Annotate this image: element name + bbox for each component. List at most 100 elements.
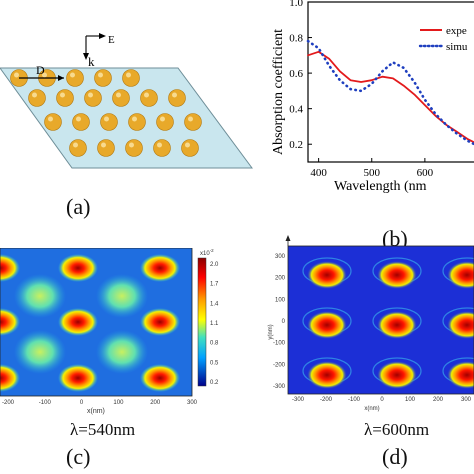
nanoparticle-highlight (185, 142, 190, 148)
nanoparticle-highlight (188, 116, 193, 122)
nanoparticle (140, 89, 158, 107)
hot-spot (58, 308, 98, 336)
spacing-arrow-head (58, 75, 64, 81)
colorbar (197, 257, 207, 387)
x-tick-label: 0 (80, 400, 84, 406)
nanoparticle-highlight (88, 92, 93, 98)
colorbar-tick-label: 1.4 (210, 301, 219, 307)
nanoparticle-highlight (76, 116, 81, 122)
spacing-label: D (36, 63, 45, 77)
nanoparticle (100, 113, 118, 131)
nanoparticle-highlight (172, 92, 177, 98)
legend: expe simu (418, 25, 468, 53)
x-axis-label-d: x(nm) (364, 406, 379, 412)
x-ticks: -300 -200 -100 0 100 200 300 (292, 397, 472, 403)
x-tick-label: -100 (39, 400, 52, 406)
field-map-600: y(nm) 300 200 100 0 -100 -200 -300 -300 -200 -10… (268, 235, 474, 412)
hot-spot (377, 261, 417, 289)
x-tick-label: -300 (292, 397, 305, 403)
nanoparticle (28, 89, 46, 107)
hot-spot (307, 361, 347, 389)
nanoparticle-highlight (129, 142, 134, 148)
y-tick-label: 1.0 (289, 0, 303, 9)
colorbar-tick-label: 0.2 (210, 380, 219, 386)
nanoparticle (84, 89, 102, 107)
hot-spot (377, 311, 417, 339)
field-glow (14, 274, 66, 318)
x-tick-label: -200 (320, 397, 333, 403)
hot-spot (140, 364, 180, 392)
field-map-540: x10-2 2.0 1.7 1.4 1.1 0.8 0.5 0.2 -200 -100 0 100… (0, 248, 219, 406)
colorbar-tick-label: 2.0 (210, 262, 219, 268)
x-ticks: 400 500 600 (310, 158, 434, 179)
nanoparticle (122, 69, 140, 87)
x-axis-label: Wavelength (nm (334, 179, 427, 194)
nanoparticle-highlight (42, 72, 47, 78)
y-tick-label: -100 (273, 341, 286, 347)
hot-spot (0, 364, 20, 392)
x-tick-label: 600 (417, 167, 434, 179)
field-glow (14, 330, 66, 374)
colorbar-ticks: 2.0 1.7 1.4 1.1 0.8 0.5 0.2 (210, 262, 219, 386)
y-tick-label: 0 (282, 319, 286, 325)
absorption-chart: Absorption coefficient 0.2 0.4 0.6 0.8 1.0 4… (271, 0, 474, 194)
y-ticks: 0.2 0.4 0.6 0.8 1.0 (289, 0, 312, 151)
x-tick-label: -100 (348, 397, 361, 403)
hot-spot (447, 311, 474, 339)
x-tick-label: 500 (364, 167, 381, 179)
e-field-label: E (108, 34, 115, 46)
x-tick-label: 100 (113, 400, 124, 406)
k-arrow-head (83, 53, 89, 60)
field-glow (96, 330, 148, 374)
y-tick-label: 200 (275, 276, 286, 282)
y-tick-label: 0.4 (289, 104, 303, 116)
hot-spot (58, 254, 98, 282)
series-lines (306, 39, 474, 146)
k-vector-label: k (88, 54, 95, 69)
wavelength-label-d: λ=600nm (364, 420, 430, 439)
hot-spot (0, 254, 20, 282)
y-tick-label: 0.8 (289, 33, 303, 45)
nanoparticle (94, 69, 112, 87)
caption-a: (a) (66, 194, 91, 219)
panel-a-schematic: D E k (0, 33, 253, 169)
nanoparticle (184, 113, 202, 131)
nanoparticle-highlight (32, 92, 37, 98)
x-tick-label: 200 (150, 400, 161, 406)
nanoparticle-highlight (98, 72, 103, 78)
nanoparticle (72, 113, 90, 131)
wavelength-label-c: λ=540nm (70, 420, 136, 439)
colorbar-tick-label: 0.5 (210, 360, 219, 366)
nanoparticle-array (10, 69, 202, 157)
nanoparticle-highlight (104, 116, 109, 122)
nanoparticle (44, 113, 62, 131)
caption-d: (d) (382, 444, 408, 469)
x-axis-label-c: x(nm) (87, 408, 105, 415)
y-tick-label: 0.2 (289, 139, 303, 151)
nanoparticle (66, 69, 84, 87)
heatmap-540 (0, 248, 192, 396)
nanoparticle (112, 89, 130, 107)
colorbar-tick-label: 1.1 (210, 321, 219, 327)
nanoparticle-highlight (48, 116, 53, 122)
y-axis-label: Absorption coefficient (271, 29, 286, 155)
y-ticks: 300 200 100 0 -100 -200 -300 (273, 254, 286, 390)
hot-spot (140, 254, 180, 282)
heatmap-600 (288, 246, 474, 394)
nanoparticle-highlight (160, 116, 165, 122)
nanoparticle-highlight (144, 92, 149, 98)
nanoparticle-highlight (14, 72, 19, 78)
hot-spot (307, 311, 347, 339)
field-glow (96, 274, 148, 318)
hot-spot (140, 308, 180, 336)
plot-area (307, 1, 474, 163)
nanoparticle (153, 139, 171, 157)
hot-spot (58, 364, 98, 392)
hot-spot (377, 361, 417, 389)
x-tick-label: 200 (433, 397, 444, 403)
nanoparticle-highlight (116, 92, 121, 98)
hot-spot (447, 361, 474, 389)
y-tick-label: -300 (273, 384, 286, 390)
colorbar-tick-label: 1.7 (210, 282, 219, 288)
nanoparticle (156, 113, 174, 131)
